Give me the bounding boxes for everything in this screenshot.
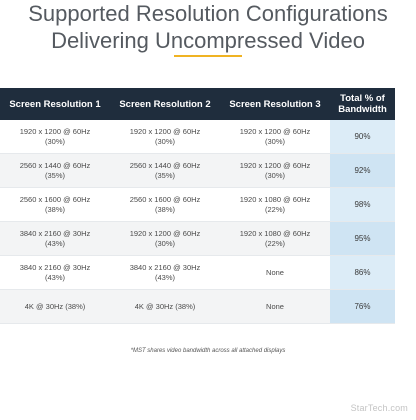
cell-resolution-3: 1920 x 1200 @ 60Hz (30%) bbox=[220, 154, 330, 188]
cell-bandwidth-share: (43%) bbox=[44, 272, 65, 282]
cell-bandwidth-share: (38%) bbox=[44, 204, 65, 214]
cell-total-bandwidth: 90% bbox=[330, 120, 395, 154]
cell-resolution-value: 1920 x 1080 @ 60Hz bbox=[239, 228, 311, 238]
cell-total-bandwidth: 98% bbox=[330, 188, 395, 222]
cell-resolution-value: 1920 x 1200 @ 60Hz bbox=[129, 228, 201, 238]
header-resolution-2: Screen Resolution 2 bbox=[110, 88, 220, 120]
cell-resolution-value: 1920 x 1200 @ 60Hz bbox=[129, 126, 201, 136]
cell-resolution-value: 3840 x 2160 @ 30Hz bbox=[19, 228, 91, 238]
table-header-row: Screen Resolution 1 Screen Resolution 2 … bbox=[0, 88, 395, 120]
cell-resolution-value: 1920 x 1200 @ 60Hz bbox=[19, 126, 91, 136]
cell-resolution-1: 2560 x 1600 @ 60Hz (38%) bbox=[0, 188, 110, 222]
cell-total-bandwidth: 76% bbox=[330, 290, 395, 324]
startech-logo: StarTech.com bbox=[350, 403, 408, 413]
cell-resolution-3: 1920 x 1080 @ 60Hz (22%) bbox=[220, 188, 330, 222]
footnote: *MST shares video bandwidth across all a… bbox=[130, 348, 286, 354]
resolution-table: Screen Resolution 1 Screen Resolution 2 … bbox=[0, 88, 395, 324]
cell-resolution-3: 1920 x 1080 @ 60Hz (22%) bbox=[220, 222, 330, 256]
header-resolution-3: Screen Resolution 3 bbox=[220, 88, 330, 120]
cell-resolution-2: 2560 x 1600 @ 60Hz (38%) bbox=[110, 188, 220, 222]
cell-total-bandwidth: 95% bbox=[330, 222, 395, 256]
header-total-bandwidth: Total % of Bandwidth bbox=[330, 88, 395, 120]
cell-resolution-value: 2560 x 1600 @ 60Hz bbox=[19, 194, 91, 204]
table-row: 1920 x 1200 @ 60Hz (30%) 1920 x 1200 @ 60H… bbox=[0, 120, 395, 154]
cell-resolution-value: 2560 x 1600 @ 60Hz bbox=[129, 194, 201, 204]
cell-resolution-value: 3840 x 2160 @ 30Hz bbox=[19, 262, 91, 272]
cell-resolution-value: 4K @ 30Hz (38%) bbox=[24, 301, 86, 311]
table-row: 3840 x 2160 @ 30Hz (43%) 1920 x 1200 @ 60H… bbox=[0, 222, 395, 256]
cell-bandwidth-share: (30%) bbox=[264, 136, 285, 146]
cell-resolution-value: None bbox=[266, 267, 284, 277]
cell-resolution-value: 3840 x 2160 @ 30Hz bbox=[129, 262, 201, 272]
cell-bandwidth-share: (22%) bbox=[264, 238, 285, 248]
page-title: Supported Resolution Configurations Deli… bbox=[0, 0, 416, 54]
title-accent-rule bbox=[174, 55, 242, 57]
cell-bandwidth-share: (38%) bbox=[154, 204, 175, 214]
cell-resolution-3: None bbox=[220, 256, 330, 290]
title-line-2: Delivering Uncompressed Video bbox=[51, 28, 365, 53]
cell-total-bandwidth: 86% bbox=[330, 256, 395, 290]
cell-resolution-2: 1920 x 1200 @ 60Hz (30%) bbox=[110, 120, 220, 154]
cell-resolution-1: 3840 x 2160 @ 30Hz (43%) bbox=[0, 256, 110, 290]
cell-resolution-1: 3840 x 2160 @ 30Hz (43%) bbox=[0, 222, 110, 256]
cell-resolution-2: 2560 x 1440 @ 60Hz (35%) bbox=[110, 154, 220, 188]
cell-bandwidth-share: (30%) bbox=[154, 136, 175, 146]
header-resolution-1: Screen Resolution 1 bbox=[0, 88, 110, 120]
cell-bandwidth-share: (35%) bbox=[154, 170, 175, 180]
table-row: 2560 x 1600 @ 60Hz (38%) 2560 x 1600 @ 60H… bbox=[0, 188, 395, 222]
cell-resolution-value: 1920 x 1080 @ 60Hz bbox=[239, 194, 311, 204]
cell-bandwidth-share: (30%) bbox=[264, 170, 285, 180]
cell-bandwidth-share: (43%) bbox=[154, 272, 175, 282]
cell-resolution-value: None bbox=[266, 301, 284, 311]
cell-resolution-value: 4K @ 30Hz (38%) bbox=[134, 301, 196, 311]
cell-resolution-1: 4K @ 30Hz (38%) bbox=[0, 290, 110, 324]
cell-resolution-2: 1920 x 1200 @ 60Hz (30%) bbox=[110, 222, 220, 256]
cell-resolution-value: 2560 x 1440 @ 60Hz bbox=[19, 160, 91, 170]
cell-resolution-3: None bbox=[220, 290, 330, 324]
cell-total-bandwidth: 92% bbox=[330, 154, 395, 188]
cell-resolution-value: 1920 x 1200 @ 60Hz bbox=[239, 126, 311, 136]
cell-resolution-1: 1920 x 1200 @ 60Hz (30%) bbox=[0, 120, 110, 154]
cell-resolution-value: 2560 x 1440 @ 60Hz bbox=[129, 160, 201, 170]
cell-resolution-3: 1920 x 1200 @ 60Hz (30%) bbox=[220, 120, 330, 154]
cell-bandwidth-share: (30%) bbox=[44, 136, 65, 146]
cell-bandwidth-share: (22%) bbox=[264, 204, 285, 214]
cell-resolution-2: 3840 x 2160 @ 30Hz (43%) bbox=[110, 256, 220, 290]
cell-resolution-value: 1920 x 1200 @ 60Hz bbox=[239, 160, 311, 170]
cell-bandwidth-share: (35%) bbox=[44, 170, 65, 180]
cell-resolution-1: 2560 x 1440 @ 60Hz (35%) bbox=[0, 154, 110, 188]
cell-bandwidth-share: (30%) bbox=[154, 238, 175, 248]
cell-resolution-2: 4K @ 30Hz (38%) bbox=[110, 290, 220, 324]
cell-bandwidth-share: (43%) bbox=[44, 238, 65, 248]
table-row: 2560 x 1440 @ 60Hz (35%) 2560 x 1440 @ 60H… bbox=[0, 154, 395, 188]
table-row: 3840 x 2160 @ 30Hz (43%) 3840 x 2160 @ 30H… bbox=[0, 256, 395, 290]
table-row: 4K @ 30Hz (38%) 4K @ 30Hz (38%) None 76% bbox=[0, 290, 395, 324]
title-line-1: Supported Resolution Configurations bbox=[28, 1, 388, 26]
